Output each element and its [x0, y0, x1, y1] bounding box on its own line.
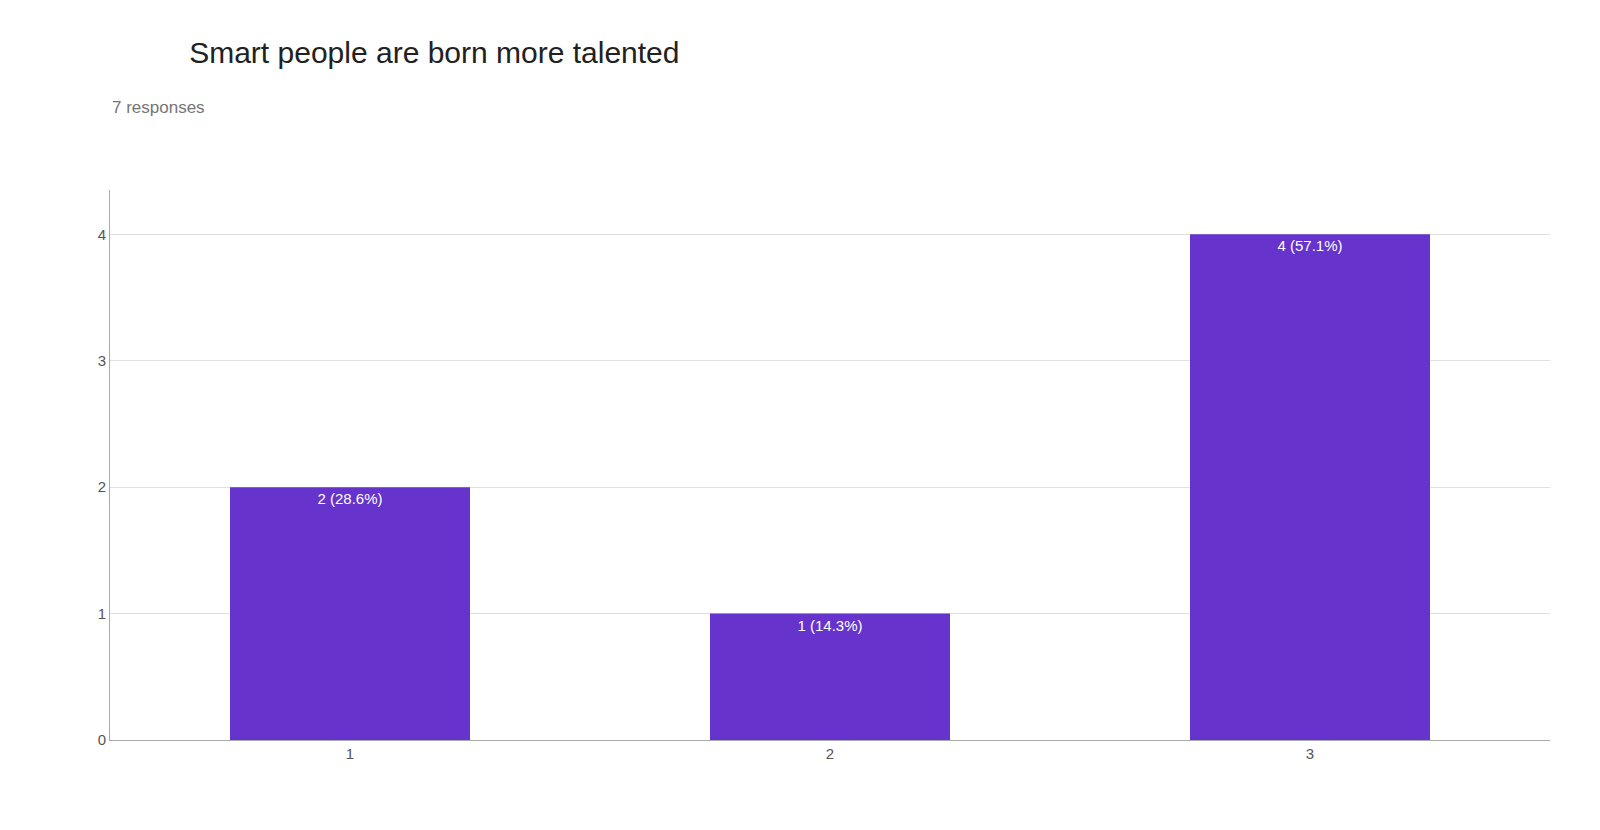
- svg-text:1 (14.3%): 1 (14.3%): [797, 617, 862, 634]
- svg-text:1: 1: [346, 745, 354, 762]
- svg-text:7 responses: 7 responses: [112, 98, 205, 117]
- svg-text:4 (57.1%): 4 (57.1%): [1277, 237, 1342, 254]
- svg-text:1: 1: [98, 605, 106, 622]
- svg-text:0: 0: [98, 731, 106, 748]
- svg-text:Smart people are born more tal: Smart people are born more talented: [189, 36, 679, 69]
- svg-text:2: 2: [826, 745, 834, 762]
- svg-text:2 (28.6%): 2 (28.6%): [317, 490, 382, 507]
- svg-text:3: 3: [98, 352, 106, 369]
- svg-text:4: 4: [98, 226, 106, 243]
- svg-text:3: 3: [1306, 745, 1314, 762]
- svg-text:2: 2: [98, 478, 106, 495]
